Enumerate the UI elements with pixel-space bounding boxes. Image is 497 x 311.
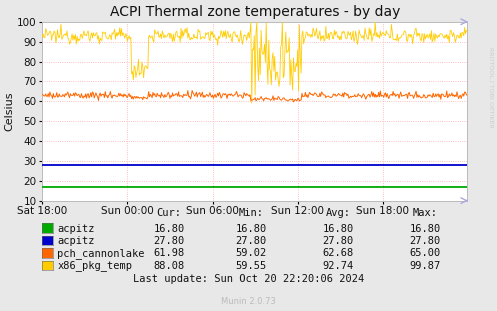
Text: 92.74: 92.74 xyxy=(323,261,353,271)
Text: 27.80: 27.80 xyxy=(154,236,184,246)
Text: Min:: Min: xyxy=(239,208,263,218)
Text: 59.02: 59.02 xyxy=(236,248,266,258)
Text: Cur:: Cur: xyxy=(157,208,181,218)
Text: 61.98: 61.98 xyxy=(154,248,184,258)
Text: 16.80: 16.80 xyxy=(154,224,184,234)
Text: Avg:: Avg: xyxy=(326,208,350,218)
Text: Last update: Sun Oct 20 22:20:06 2024: Last update: Sun Oct 20 22:20:06 2024 xyxy=(133,274,364,284)
Text: 16.80: 16.80 xyxy=(236,224,266,234)
Text: acpitz: acpitz xyxy=(57,224,94,234)
Y-axis label: Celsius: Celsius xyxy=(4,91,14,131)
Text: 27.80: 27.80 xyxy=(410,236,440,246)
Text: 16.80: 16.80 xyxy=(323,224,353,234)
Text: acpitz: acpitz xyxy=(57,236,94,246)
Text: RRDTOOL / TOBI OETIKER: RRDTOOL / TOBI OETIKER xyxy=(489,47,494,128)
Text: 88.08: 88.08 xyxy=(154,261,184,271)
Text: Max:: Max: xyxy=(413,208,437,218)
Text: 59.55: 59.55 xyxy=(236,261,266,271)
Title: ACPI Thermal zone temperatures - by day: ACPI Thermal zone temperatures - by day xyxy=(109,5,400,19)
Text: 27.80: 27.80 xyxy=(323,236,353,246)
Text: 65.00: 65.00 xyxy=(410,248,440,258)
Text: 99.87: 99.87 xyxy=(410,261,440,271)
Text: Munin 2.0.73: Munin 2.0.73 xyxy=(221,297,276,305)
Text: x86_pkg_temp: x86_pkg_temp xyxy=(57,260,132,272)
Text: 27.80: 27.80 xyxy=(236,236,266,246)
Text: pch_cannonlake: pch_cannonlake xyxy=(57,248,145,259)
Text: 62.68: 62.68 xyxy=(323,248,353,258)
Text: 16.80: 16.80 xyxy=(410,224,440,234)
